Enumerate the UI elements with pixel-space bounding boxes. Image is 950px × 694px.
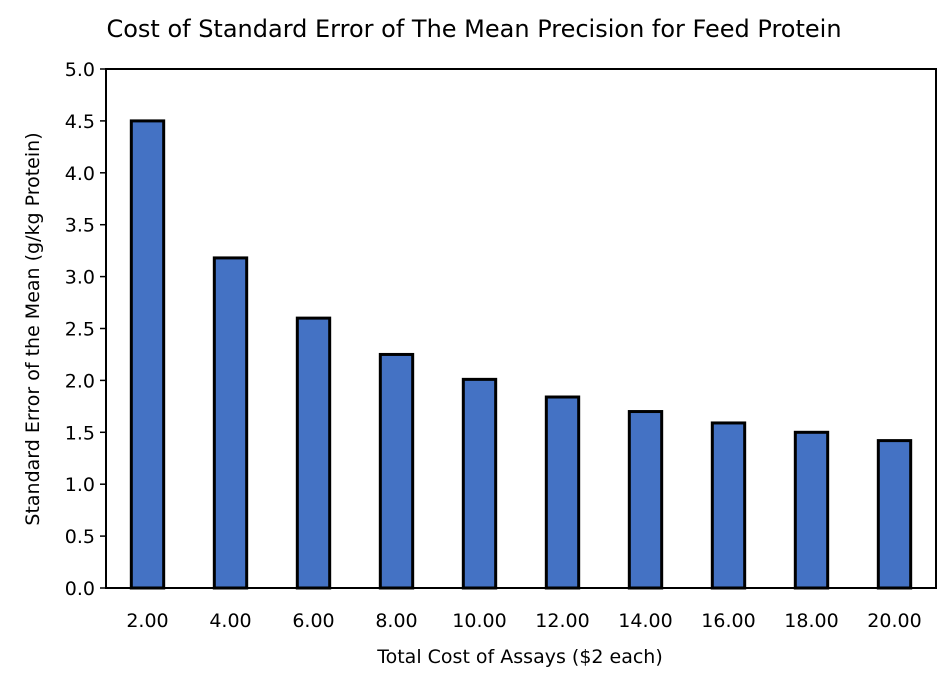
bar-18-00 — [793, 430, 830, 590]
x-tick-label: 18.00 — [784, 610, 838, 632]
x-tick-label: 20.00 — [867, 610, 921, 632]
bar-10-00 — [461, 377, 498, 590]
x-tick-label: 10.00 — [452, 610, 506, 632]
bar-4-00 — [212, 256, 249, 590]
bars — [129, 119, 913, 590]
y-tick-label: 4.0 — [65, 163, 95, 185]
y-tick-label: 2.5 — [65, 319, 95, 341]
y-tick-label: 4.5 — [65, 111, 95, 133]
bar-20-00 — [876, 439, 913, 590]
x-tick-label: 2.00 — [126, 610, 168, 632]
x-tick-label: 8.00 — [375, 610, 417, 632]
y-tick-label: 5.0 — [65, 59, 95, 81]
x-axis-ticks: 2.00 4.00 6.00 8.00 10.00 12.00 14.00 16.00 18.0… — [126, 610, 921, 632]
x-axis-label: Total Cost of Assays ($2 each) — [376, 646, 663, 668]
chart-title: Cost of Standard Error of The Mean Preci… — [106, 15, 841, 43]
y-tick-label: 1.0 — [65, 474, 95, 496]
x-tick-label: 4.00 — [209, 610, 251, 632]
bar-12-00 — [544, 395, 581, 590]
x-tick-label: 6.00 — [292, 610, 334, 632]
y-tick-label: 0.5 — [65, 526, 95, 548]
y-tick-label: 3.0 — [65, 267, 95, 289]
y-tick-label: 3.5 — [65, 215, 95, 237]
bar-2-00 — [129, 119, 166, 590]
bar-16-00 — [710, 421, 747, 590]
plot-area-border — [105, 68, 937, 589]
bar-14-00 — [627, 410, 664, 590]
y-axis-ticks: 0.0 0.5 1.0 1.5 2.0 2.5 3.0 3.5 4.0 4.5 5.0 — [65, 59, 106, 600]
y-tick-label: 0.0 — [65, 578, 95, 600]
bar-8-00 — [378, 352, 415, 590]
x-tick-label: 12.00 — [535, 610, 589, 632]
bar-6-00 — [295, 316, 332, 590]
x-tick-label: 16.00 — [701, 610, 755, 632]
x-tick-label: 14.00 — [618, 610, 672, 632]
y-tick-label: 2.0 — [65, 370, 95, 392]
y-tick-label: 1.5 — [65, 422, 95, 444]
y-axis-label: Standard Error of the Mean (g/kg Protein… — [22, 132, 44, 525]
